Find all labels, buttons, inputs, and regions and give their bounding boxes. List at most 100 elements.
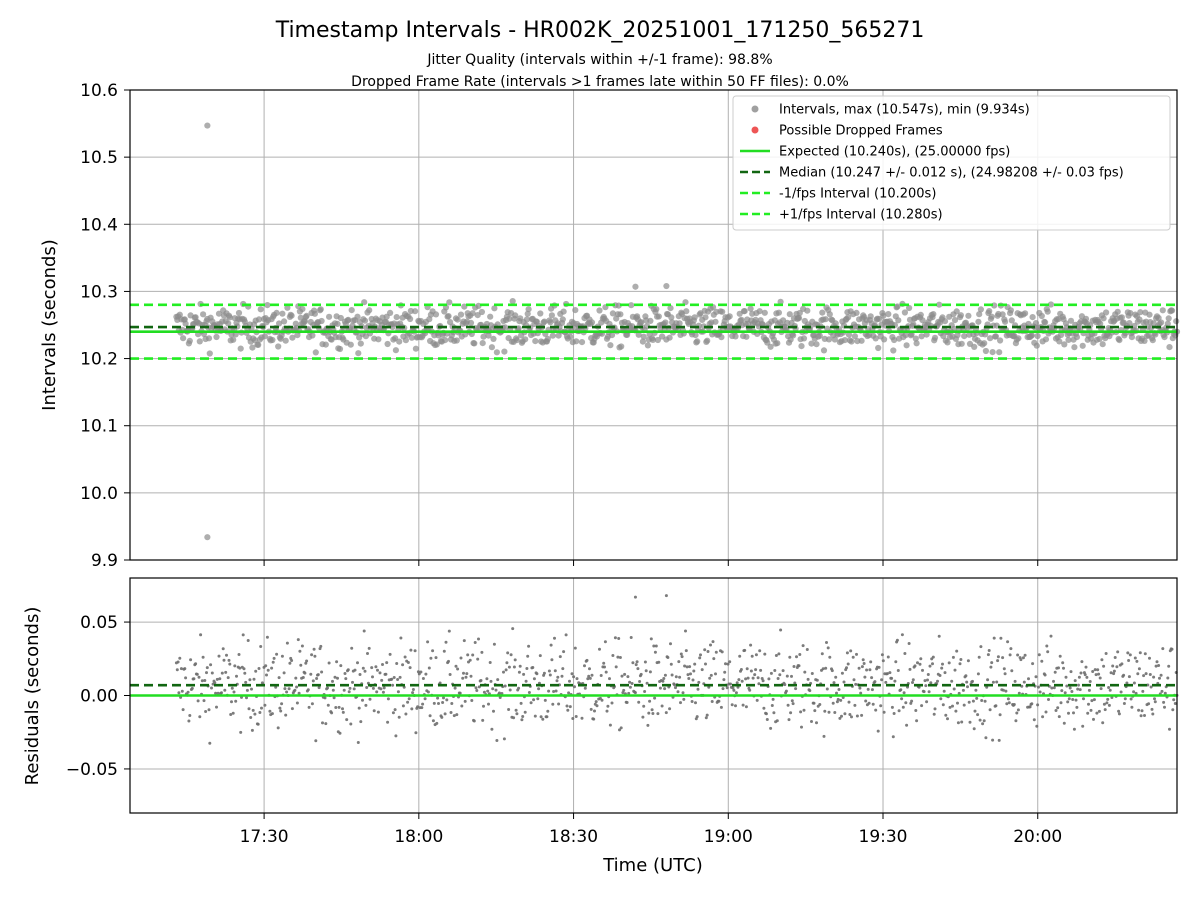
bot-data-point: [1068, 686, 1072, 690]
bot-data-point: [954, 709, 958, 713]
bot-data-point: [278, 706, 282, 710]
bot-data-point: [476, 657, 480, 661]
bot-data-point: [366, 652, 369, 655]
bot-data-point: [598, 647, 601, 651]
bot-data-point: [1103, 708, 1107, 712]
bot-data-point: [996, 659, 1000, 663]
bot-data-point: [620, 674, 624, 678]
top-y-tick-label: 10.0: [80, 484, 118, 504]
top-data-point: [732, 333, 739, 340]
bot-data-point: [755, 698, 759, 702]
bot-data-point: [343, 672, 347, 675]
bot-data-point: [734, 704, 737, 708]
bot-data-point: [989, 665, 993, 669]
bot-data-point: [342, 688, 346, 692]
bot-data-point: [1012, 703, 1016, 706]
bot-data-point: [231, 711, 235, 715]
bot-data-point: [1015, 711, 1019, 715]
bot-data-point: [538, 654, 542, 658]
top-data-point: [273, 309, 280, 316]
top-data-point: [756, 308, 763, 315]
bot-data-point: [265, 635, 269, 639]
bot-data-point: [1141, 689, 1145, 693]
bot-data-point: [687, 677, 691, 680]
bot-data-point: [250, 687, 253, 691]
bot-data-point: [541, 717, 545, 721]
bot-data-point: [426, 690, 430, 694]
bot-data-point: [517, 686, 521, 690]
bot-data-point: [589, 707, 593, 711]
bot-data-point: [356, 661, 359, 665]
top-data-point: [719, 308, 726, 315]
bot-data-point: [552, 690, 556, 693]
top-data-point: [845, 314, 852, 321]
bot-data-point: [628, 685, 632, 689]
top-data-point: [196, 338, 203, 345]
bot-data-point: [699, 653, 702, 657]
top-data-point: [454, 316, 461, 323]
top-data-point: [355, 350, 362, 357]
top-data-point: [578, 339, 586, 346]
bot-data-point: [931, 655, 935, 659]
bot-data-point: [921, 668, 924, 672]
bot-data-point: [479, 679, 483, 682]
bot-data-point: [333, 675, 337, 679]
bot-data-point: [808, 689, 812, 693]
bot-data-point: [848, 713, 852, 716]
bot-data-point: [1060, 689, 1064, 693]
bot-data-point: [729, 682, 732, 686]
bot-data-point: [587, 674, 591, 678]
bot-data-point: [341, 710, 345, 714]
bot-data-point: [406, 700, 410, 704]
bot-data-point: [1127, 675, 1131, 679]
bot-data-point: [1023, 653, 1027, 657]
bot-data-point: [444, 640, 448, 644]
top-data-point: [261, 333, 268, 340]
bot-data-point: [239, 730, 243, 734]
bot-data-point: [692, 669, 696, 673]
bot-data-point: [196, 699, 200, 703]
top-data-point: [471, 340, 478, 347]
top-data-point: [813, 341, 820, 348]
bot-data-point: [453, 686, 457, 690]
bot-data-point: [1071, 698, 1075, 701]
bot-data-point: [1120, 662, 1124, 666]
bot-data-point: [347, 690, 351, 694]
bot-data-point: [643, 660, 647, 664]
bot-data-point: [1088, 680, 1092, 683]
bot-data-point: [669, 662, 673, 666]
bot-data-point: [806, 677, 810, 681]
bot-data-point: [1073, 679, 1077, 683]
bot-data-point: [1001, 688, 1005, 692]
bot-data-point: [761, 679, 765, 683]
bot-data-point: [190, 686, 194, 690]
bot-data-point: [1106, 697, 1110, 701]
bot-data-point: [1035, 724, 1039, 728]
top-data-point: [215, 310, 223, 317]
top-data-point: [808, 340, 815, 347]
bot-data-point: [902, 691, 906, 695]
bot-data-point: [698, 656, 702, 660]
bot-data-point: [234, 699, 238, 703]
bot-data-point: [396, 678, 400, 681]
bot-data-point: [661, 679, 665, 683]
bot-data-point: [662, 677, 666, 680]
top-data-point: [176, 311, 183, 318]
bot-data-point: [754, 653, 758, 657]
bot-data-point: [429, 656, 433, 660]
bot-data-point: [803, 670, 807, 674]
bot-data-point: [1016, 653, 1020, 657]
bot-data-point: [688, 665, 692, 669]
top-data-point: [976, 311, 983, 318]
bot-data-point: [518, 664, 522, 668]
bot-data-point: [568, 705, 572, 709]
bot-data-point: [215, 677, 219, 681]
top-data-point: [858, 337, 865, 344]
bot-data-point: [1097, 672, 1101, 676]
top-outlier-point: [632, 283, 639, 290]
bot-data-point: [908, 667, 912, 671]
bot-data-point: [413, 649, 417, 653]
top-data-point: [647, 317, 654, 324]
bot-data-point: [1062, 666, 1065, 670]
